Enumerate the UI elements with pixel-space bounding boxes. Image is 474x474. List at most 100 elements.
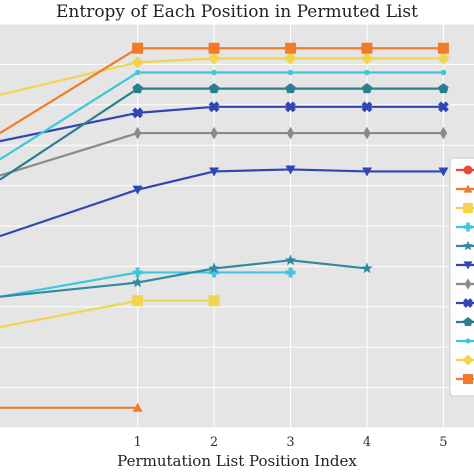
marker (207, 52, 221, 65)
marker (211, 69, 217, 76)
marker (208, 42, 220, 54)
series-line-11 (0, 57, 444, 96)
series-markers-3 (132, 295, 220, 307)
legend-entry-4 (456, 222, 474, 232)
x-tick-label: 2 (210, 435, 218, 450)
series-markers-6 (132, 165, 449, 195)
marker (438, 101, 449, 113)
marker (285, 165, 296, 175)
marker (133, 126, 142, 140)
series-line-12 (0, 47, 444, 135)
series-markers (131, 42, 450, 412)
marker (132, 402, 143, 412)
series-line-8 (0, 105, 444, 143)
series-markers-4 (132, 267, 296, 278)
legend-entry-11 (456, 354, 474, 366)
legend-entry-7 (456, 278, 474, 290)
marker (285, 101, 296, 113)
marker (208, 262, 220, 274)
marker (438, 83, 449, 94)
marker (284, 52, 297, 65)
legend-box (449, 157, 474, 397)
marker (132, 185, 143, 195)
legend-entry-2 (456, 184, 474, 193)
marker (438, 167, 449, 177)
marker (210, 126, 218, 140)
marker (132, 295, 144, 307)
series-markers-2 (132, 402, 143, 412)
series-line-6 (0, 168, 444, 238)
marker (437, 52, 450, 65)
marker (132, 267, 143, 278)
x-tick-label: 3 (286, 435, 294, 450)
marker (463, 317, 473, 327)
series-markers-5 (131, 254, 373, 288)
marker (285, 42, 297, 54)
legend-entry-3 (456, 203, 474, 213)
legend-entry-10 (456, 338, 474, 344)
legend-entry-9 (456, 317, 474, 327)
series-markers-11 (131, 52, 450, 69)
legend-entry-1 (456, 165, 474, 175)
marker (361, 83, 373, 94)
series-line-10 (0, 71, 444, 161)
marker (284, 254, 297, 266)
series-line-9 (0, 87, 444, 181)
marker (364, 69, 370, 76)
marker (463, 261, 473, 270)
series-line-4 (0, 271, 291, 298)
legend-entry-5 (456, 240, 474, 251)
marker (463, 374, 473, 384)
series-line-7 (0, 131, 444, 177)
marker-shape (463, 298, 473, 308)
x-tick-label: 5 (439, 435, 447, 450)
marker-shape (438, 101, 449, 113)
marker (131, 276, 144, 288)
marker (463, 184, 473, 193)
marker (439, 126, 448, 140)
chart-title: Entropy of Each Position in Permuted Lis… (56, 2, 418, 22)
marker (285, 83, 296, 94)
marker (208, 295, 220, 307)
series-markers-12 (132, 42, 449, 54)
marker (465, 338, 471, 344)
legend-entry-6 (456, 261, 474, 270)
marker (208, 83, 220, 94)
marker-shape (132, 107, 143, 119)
x-axis-label: Permutation List Position Index (117, 452, 357, 470)
legend-entry-8 (456, 298, 474, 308)
marker-shape (361, 101, 373, 113)
series-lines (0, 47, 444, 409)
marker (463, 222, 473, 232)
marker-shape (285, 101, 296, 113)
x-tick-label: 1 (133, 435, 141, 450)
marker (361, 262, 373, 274)
marker (462, 354, 474, 366)
marker (209, 267, 220, 278)
legend-entry-12 (456, 374, 474, 384)
series-markers-7 (133, 126, 448, 140)
marker (132, 107, 143, 119)
marker (208, 101, 220, 113)
marker-shape (208, 101, 220, 113)
marker (462, 240, 474, 251)
marker (361, 101, 373, 113)
marker (363, 126, 371, 140)
marker (286, 126, 295, 140)
marker (134, 69, 141, 76)
marker (132, 83, 143, 94)
series-markers-8 (132, 101, 449, 119)
marker (361, 167, 372, 177)
marker (463, 203, 473, 213)
marker (132, 42, 144, 54)
x-tick-label: 4 (363, 435, 371, 450)
marker (437, 42, 449, 54)
grid (0, 23, 474, 429)
legend (449, 157, 474, 397)
marker (361, 42, 373, 54)
marker (463, 298, 473, 308)
x-tick-labels: 1 2 3 4 5 (133, 435, 447, 450)
marker (463, 165, 473, 175)
marker (464, 278, 472, 290)
